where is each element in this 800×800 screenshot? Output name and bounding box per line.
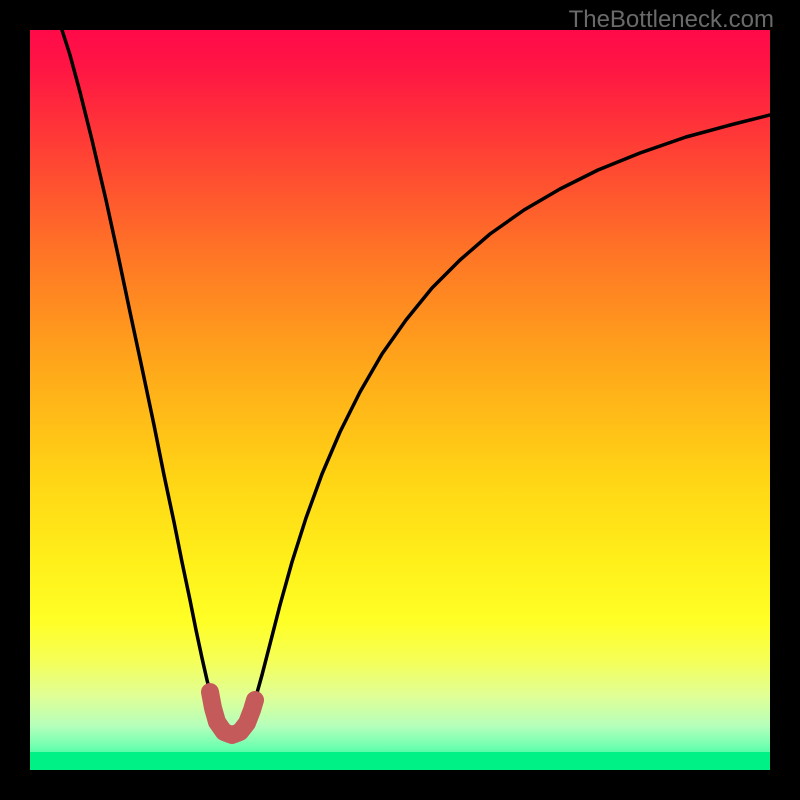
bottleneck-chart <box>0 0 800 800</box>
gradient-background <box>30 30 770 770</box>
watermark-text: TheBottleneck.com <box>569 6 774 34</box>
bottom-green-band <box>30 752 770 770</box>
chart-stage: TheBottleneck.com <box>0 0 800 800</box>
